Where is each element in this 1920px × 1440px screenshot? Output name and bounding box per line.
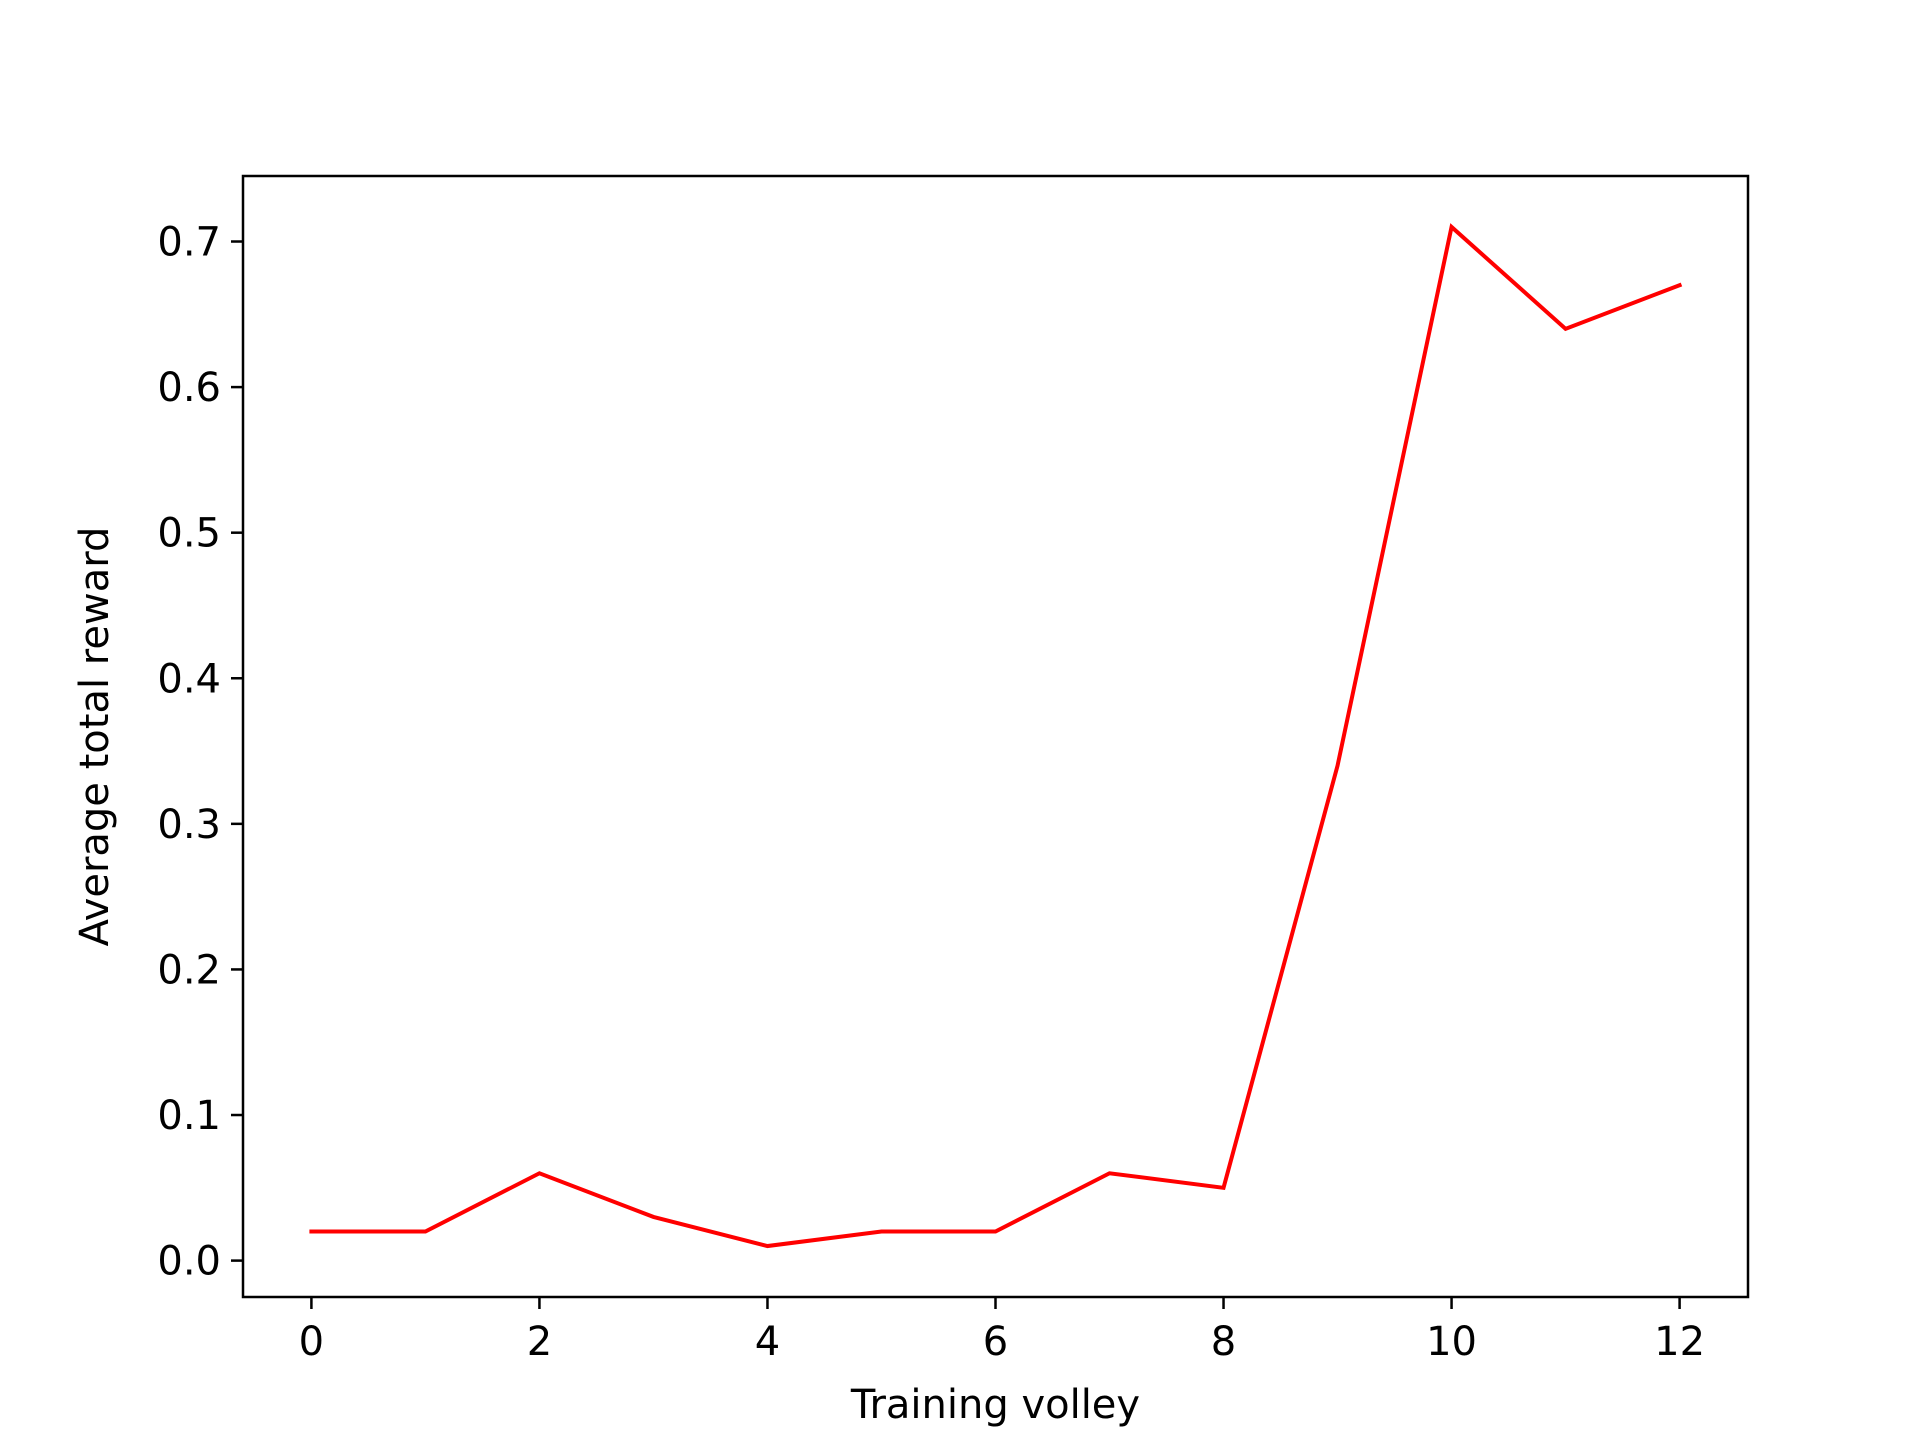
y-axis-ticks: 0.0 0.1 0.2 0.3 0.4 0.5 0.6 0.7 <box>157 220 243 1285</box>
x-axis-ticks: 0 2 4 6 8 10 12 <box>299 1297 1705 1365</box>
y-tick-label: 0.5 <box>157 511 221 557</box>
x-tick-label: 0 <box>299 1319 324 1365</box>
y-tick-label: 0.0 <box>157 1239 221 1285</box>
x-tick-label: 8 <box>1211 1319 1236 1365</box>
x-axis-label: Training volley <box>850 1382 1140 1428</box>
x-tick-label: 4 <box>755 1319 780 1365</box>
y-tick-label: 0.1 <box>157 1093 221 1139</box>
series-line <box>309 223 1683 1249</box>
x-tick-label: 12 <box>1654 1319 1705 1365</box>
y-tick-label: 0.4 <box>157 656 221 702</box>
x-tick-label: 6 <box>983 1319 1008 1365</box>
y-tick-label: 0.7 <box>157 220 221 266</box>
series-layer <box>309 223 1683 1249</box>
x-tick-label: 10 <box>1426 1319 1477 1365</box>
plot-area-frame <box>241 174 1750 1299</box>
x-tick-label: 2 <box>527 1319 552 1365</box>
y-tick-label: 0.3 <box>157 802 221 848</box>
y-axis-label: Average total reward <box>72 527 118 947</box>
y-tick-label: 0.2 <box>157 947 221 993</box>
y-tick-label: 0.6 <box>157 365 221 411</box>
